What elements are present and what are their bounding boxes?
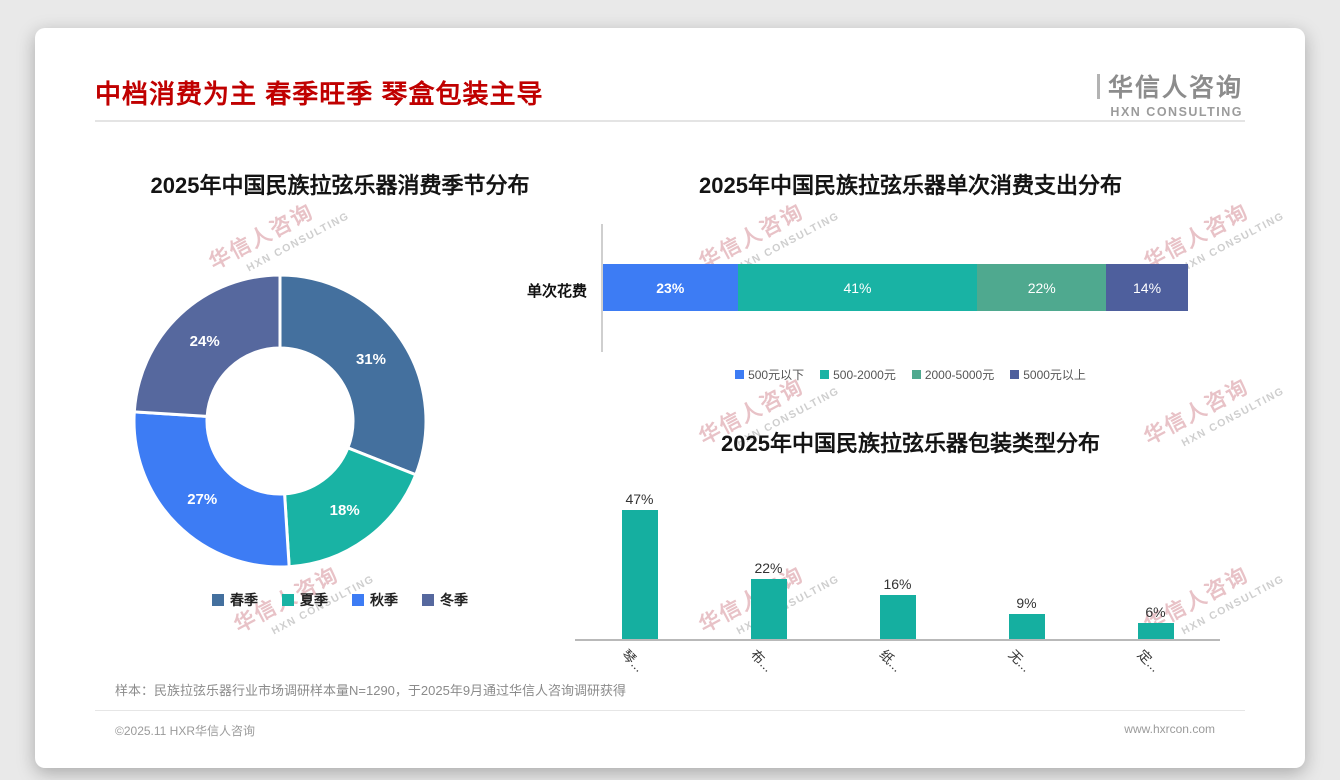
stacked-chart-title: 2025年中国民族拉弦乐器单次消费支出分布 <box>699 173 1122 198</box>
bar-column: 22% 布... <box>704 476 833 675</box>
legend-label: 春季 <box>230 592 258 608</box>
bar <box>1137 622 1174 639</box>
slide-card: 华信人咨询 HXN CONSULTING 华信人咨询 HXN CONSULTING 华信… <box>35 28 1305 768</box>
donut-segment-0 <box>278 273 428 477</box>
legend-item: 500-2000元 <box>820 366 896 383</box>
donut-segment-1 <box>282 445 418 569</box>
website-url: www.hxrcon.com <box>1124 722 1215 736</box>
legend-label: 2000-5000元 <box>924 368 995 382</box>
logo-subtitle: HXN CONSULTING <box>1110 105 1243 119</box>
bar <box>750 578 787 639</box>
header-divider <box>95 120 1245 122</box>
stacked-row-label: 单次花费 <box>526 283 587 300</box>
footer-divider <box>95 710 1245 711</box>
legend-marker <box>352 594 364 606</box>
donut-segment-3 <box>132 273 282 419</box>
bar <box>621 510 658 639</box>
bar-column: 16% 纸... <box>833 476 962 675</box>
legend-item: 春季 <box>212 590 258 610</box>
legend-marker <box>212 594 224 606</box>
bar-column: 47% 琴... <box>575 476 704 675</box>
brand-logo: 华信人咨询 HXN CONSULTING <box>1096 68 1243 119</box>
legend-item: 500元以下 <box>735 366 804 383</box>
stacked-segment-0: 23% <box>603 264 738 311</box>
logo-name: 华信人咨询 <box>1107 74 1243 102</box>
stacked-segment-3: 14% <box>1106 264 1188 311</box>
bar-chart: 47% 琴... 22% 布... 16% 纸... 9% 无... 6% 定... <box>575 476 1220 675</box>
legend-label: 500-2000元 <box>833 368 896 382</box>
bar <box>879 595 916 639</box>
legend-marker <box>422 594 434 606</box>
bar-value-label: 47% <box>625 491 654 508</box>
legend-marker <box>282 594 294 606</box>
logo-mark <box>1096 73 1100 99</box>
donut-segment-2 <box>132 410 291 569</box>
legend-label: 冬季 <box>440 592 468 608</box>
donut-segment-label: 27% <box>187 491 217 508</box>
donut-svg: 31% 18% 27% 24% <box>132 273 428 569</box>
stacked-axis-line <box>601 224 603 352</box>
donut-segment-label: 24% <box>190 333 220 350</box>
legend-item: 2000-5000元 <box>911 366 995 383</box>
bar <box>1008 614 1045 639</box>
legend-marker <box>820 370 830 379</box>
legend-item: 冬季 <box>422 590 468 610</box>
bar-column: 6% 定... <box>1091 476 1220 675</box>
legend-label: 5000元以上 <box>1023 368 1086 382</box>
stacked-bar: 23% 41% 22% 14% <box>603 264 1188 311</box>
page-title: 中档消费为主 春季旺季 琴盒包装主导 <box>95 79 544 109</box>
stacked-segment-2: 22% <box>977 264 1107 311</box>
legend-item: 秋季 <box>352 590 398 610</box>
bar-value-label: 6% <box>1145 603 1166 620</box>
legend-item: 5000元以上 <box>1010 366 1086 383</box>
donut-segment-label: 31% <box>356 351 386 368</box>
donut-chart: 31% 18% 27% 24% <box>130 271 430 571</box>
stacked-legend: 500元以下 500-2000元 2000-5000元 5000元以上 <box>593 366 1228 383</box>
legend-marker <box>1010 370 1020 379</box>
legend-label: 秋季 <box>370 592 398 608</box>
bar-column: 9% 无... <box>962 476 1091 675</box>
bar-value-label: 9% <box>1016 595 1037 612</box>
bar-value-label: 22% <box>754 559 783 576</box>
donut-segment-label: 18% <box>330 502 360 519</box>
stacked-segment-1: 41% <box>737 264 978 311</box>
sample-note: 样本：民族拉弦乐器行业市场调研样本量N=1290，于2025年9月通过华信人咨询… <box>115 683 627 698</box>
legend-marker <box>911 370 921 379</box>
legend-label: 夏季 <box>300 592 328 608</box>
bar-value-label: 16% <box>883 576 912 593</box>
donut-legend: 春季 夏季 秋季 冬季 <box>95 590 585 610</box>
legend-item: 夏季 <box>282 590 328 610</box>
legend-marker <box>735 370 745 379</box>
donut-chart-title: 2025年中国民族拉弦乐器消费季节分布 <box>150 173 530 198</box>
legend-label: 500元以下 <box>748 368 805 382</box>
bar-chart-title: 2025年中国民族拉弦乐器包装类型分布 <box>721 431 1100 456</box>
copyright: ©2025.11 HXR华信人咨询 <box>115 724 255 738</box>
